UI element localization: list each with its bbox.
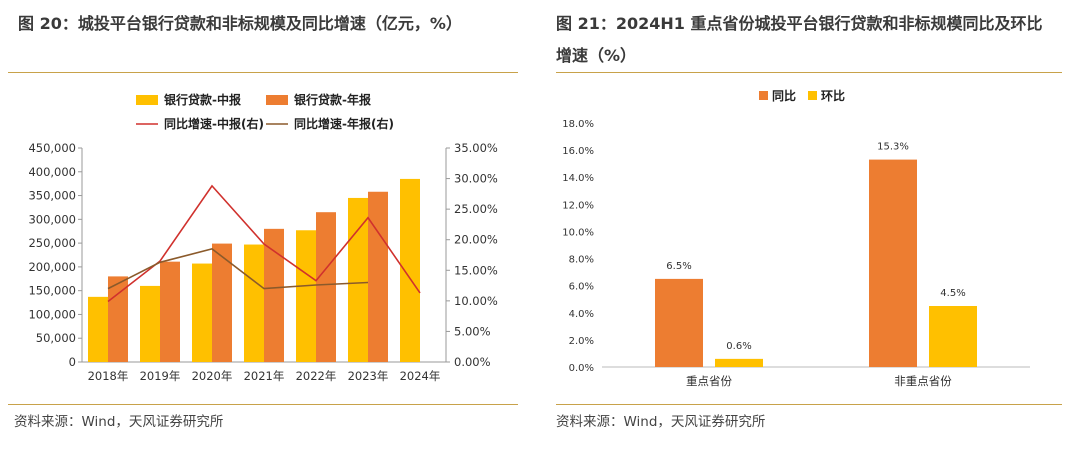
y-tick-label: 18.0% xyxy=(562,119,594,130)
legend-label: 环比 xyxy=(821,88,845,103)
left-y-tick-label: 400,000 xyxy=(28,165,76,179)
line-同比增速-中报(右) xyxy=(107,184,421,303)
x-tick-label: 2023年 xyxy=(348,369,389,383)
y-tick-label: 0.0% xyxy=(569,363,594,374)
right-y-tick-label: 10.00% xyxy=(454,294,498,308)
y-tick-label: 12.0% xyxy=(562,200,594,211)
x-tick-label: 2021年 xyxy=(244,369,285,383)
bar-环比-非重点省份 xyxy=(929,306,977,367)
right-y-tick-label: 20.00% xyxy=(454,233,498,247)
legend-swatch-银行贷款-年报 xyxy=(266,95,288,105)
right-chart-title-line2: 增速（%） xyxy=(556,46,637,65)
legend-label: 同比增速-中报(右) xyxy=(164,116,264,131)
data-label: 6.5% xyxy=(666,261,691,272)
bar-银行贷款-中报-2022年 xyxy=(296,230,316,362)
y-tick-label: 16.0% xyxy=(562,146,594,157)
bar-银行贷款-中报-2020年 xyxy=(192,263,212,362)
bar-银行贷款-年报-2021年 xyxy=(264,228,284,362)
right-y-tick-label: 5.00% xyxy=(454,324,491,338)
bar-银行贷款-中报-2021年 xyxy=(244,244,264,362)
right-y-tick-label: 0.00% xyxy=(454,355,491,369)
bar-同比-重点省份 xyxy=(655,278,703,367)
data-label: 4.5% xyxy=(940,288,965,299)
right-y-tick-label: 35.00% xyxy=(454,141,498,155)
right-chart-source: 资料来源：Wind，天风证券研究所 xyxy=(556,414,766,430)
y-tick-label: 4.0% xyxy=(569,309,594,320)
legend-swatch-环比 xyxy=(808,91,817,100)
left-y-tick-label: 50,000 xyxy=(36,331,76,345)
bar-银行贷款-年报-2019年 xyxy=(160,261,180,362)
left-y-tick-label: 150,000 xyxy=(28,284,76,298)
y-tick-label: 14.0% xyxy=(562,173,594,184)
right-y-tick-label: 25.00% xyxy=(454,202,498,216)
right-title-rule xyxy=(556,72,1062,73)
x-tick-label: 2018年 xyxy=(88,369,129,383)
x-tick-label: 重点省份 xyxy=(686,374,732,388)
x-tick-label: 2022年 xyxy=(296,369,337,383)
left-chart-source: 资料来源：Wind，天风证券研究所 xyxy=(14,414,224,430)
bar-环比-重点省份 xyxy=(715,358,763,367)
x-tick-label: 2024年 xyxy=(400,369,441,383)
bar-银行贷款-中报-2018年 xyxy=(88,296,108,362)
legend-swatch-银行贷款-中报 xyxy=(136,95,158,105)
bar-银行贷款-中报-2023年 xyxy=(348,197,368,362)
left-title-rule xyxy=(8,72,518,73)
legend-label: 银行贷款-中报 xyxy=(164,92,241,107)
left-y-tick-label: 200,000 xyxy=(28,260,76,274)
left-source-rule xyxy=(8,404,518,405)
y-tick-label: 6.0% xyxy=(569,282,594,293)
bar-银行贷款-年报-2020年 xyxy=(212,243,232,362)
x-tick-label: 2019年 xyxy=(140,369,181,383)
y-tick-label: 10.0% xyxy=(562,227,594,238)
left-y-tick-label: 100,000 xyxy=(28,307,76,321)
legend-label: 同比 xyxy=(772,88,796,103)
left-y-tick-label: 0 xyxy=(69,355,76,369)
legend-label: 同比增速-年报(右) xyxy=(294,116,394,131)
left-chart-panel: 图 20：城投平台银行贷款和非标规模及同比增速（亿元，%） 银行贷款-中报 银行贷… xyxy=(0,0,526,450)
x-tick-label: 2020年 xyxy=(192,369,233,383)
left-y-tick-label: 300,000 xyxy=(28,212,76,226)
right-y-tick-label: 30.00% xyxy=(454,172,498,186)
right-chart-title: 图 21：2024H1 重点省份城投平台银行贷款和非标规模同比及环比 增速（%） xyxy=(556,8,1056,72)
right-chart-panel: 图 21：2024H1 重点省份城投平台银行贷款和非标规模同比及环比 增速（%）… xyxy=(552,0,1064,450)
x-tick-label: 非重点省份 xyxy=(894,374,952,388)
right-chart-title-line1: 图 21：2024H1 重点省份城投平台银行贷款和非标规模同比及环比 xyxy=(556,14,1043,33)
y-tick-label: 2.0% xyxy=(569,336,594,347)
bar-银行贷款-年报-2023年 xyxy=(368,191,388,362)
legend-swatch-同比 xyxy=(759,91,768,100)
bar-同比-非重点省份 xyxy=(869,159,917,367)
left-chart-title: 图 20：城投平台银行贷款和非标规模及同比增速（亿元，%） xyxy=(18,14,462,33)
bar-银行贷款-中报-2024年 xyxy=(400,178,420,362)
y-tick-label: 8.0% xyxy=(569,255,594,266)
right-bar-chart: 同比 环比 0.0% 2.0% 4.0% 6.0% 8.0% 10.0% 12.0% 14.0% 1… xyxy=(562,88,1030,388)
left-y-tick-label: 450,000 xyxy=(28,141,76,155)
bar-银行贷款-中报-2019年 xyxy=(140,285,160,362)
data-label: 0.6% xyxy=(726,341,751,352)
right-y-tick-label: 15.00% xyxy=(454,263,498,277)
data-label: 15.3% xyxy=(877,142,909,153)
left-y-tick-label: 350,000 xyxy=(28,189,76,203)
legend-label: 银行贷款-年报 xyxy=(294,92,371,107)
bar-银行贷款-年报-2022年 xyxy=(316,212,336,362)
right-source-rule xyxy=(556,404,1062,405)
line-同比增速-年报(右) xyxy=(107,248,369,290)
left-y-tick-label: 250,000 xyxy=(28,236,76,250)
